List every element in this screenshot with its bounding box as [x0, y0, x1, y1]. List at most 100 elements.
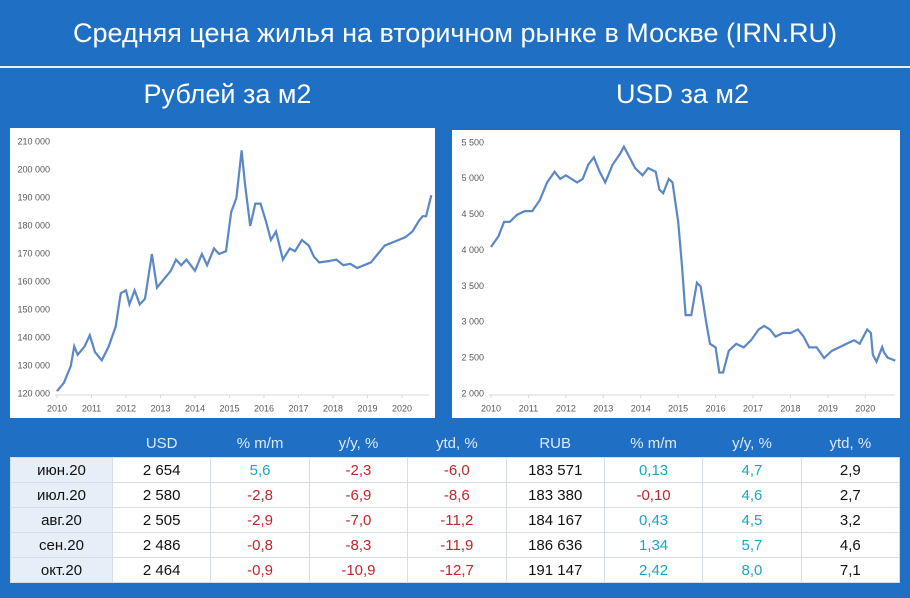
y-tick-label: 190 000 — [17, 192, 50, 202]
y-tick-label: 140 000 — [17, 332, 50, 342]
data-table: USD% m/m y/y, % ytd, % RUB% m/m y/y, % ytd, %… — [10, 430, 901, 583]
column-header: ytd, % — [407, 430, 506, 458]
x-tick-label: 2014 — [185, 403, 205, 413]
x-tick-label: 2019 — [357, 403, 377, 413]
x-tick-label: 2010 — [481, 403, 501, 413]
x-tick-label: 2011 — [82, 403, 101, 413]
table-cell: -11,9 — [407, 532, 507, 558]
x-tick-label: 2017 — [743, 403, 763, 413]
y-tick-label: 130 000 — [17, 360, 50, 370]
table-cell: -7,0 — [308, 507, 409, 533]
row-label: июл.20 — [10, 482, 113, 508]
table-cell: 4,6 — [800, 532, 901, 558]
y-tick-label: 2 500 — [461, 353, 484, 363]
table-row: июл.20 2 580 -2,8 -6,9 -8,6 183 380 -0,10 4,6 2,… — [10, 482, 901, 508]
chart-panel — [10, 128, 435, 418]
charts: 120 000 130 000 140 000 150 000 160 000 170 0… — [10, 128, 900, 418]
column-header: RUB — [506, 430, 605, 458]
table-cell: 2 580 — [111, 482, 212, 508]
y-tick-label: 200 000 — [17, 164, 50, 174]
table-cell: 2 464 — [111, 557, 212, 583]
column-header: ytd, % — [801, 430, 900, 458]
table-cell: -8,6 — [407, 482, 507, 508]
x-tick-label: 2014 — [631, 403, 651, 413]
x-tick-label: 2016 — [254, 403, 274, 413]
table-cell: -6,0 — [407, 457, 507, 483]
table-cell: 2,7 — [800, 482, 901, 508]
chart-title: USD за м2 — [616, 79, 749, 109]
table-cell: -0,10 — [603, 482, 704, 508]
x-tick-label: 2019 — [818, 403, 838, 413]
table-row: июн.20 2 654 5,6 -2,3 -6,0 183 571 0,13 4,7 2,9 — [10, 457, 901, 483]
table-row: сен.20 2 486 -0,8 -8,3 -11,9 186 636 1,34 5,7 4,… — [10, 532, 901, 558]
y-tick-label: 3 000 — [461, 317, 484, 327]
table-cell: 0,13 — [603, 457, 704, 483]
y-tick-label: 160 000 — [17, 276, 50, 286]
x-tick-label: 2010 — [47, 403, 67, 413]
column-header: % m/m — [210, 430, 310, 458]
table-cell: 0,43 — [603, 507, 704, 533]
table-cell: -0,8 — [210, 532, 310, 558]
table-cell: 2 654 — [111, 457, 212, 483]
table-cell: 3,2 — [800, 507, 901, 533]
table-cell: 5,7 — [702, 532, 802, 558]
table-cell: 8,0 — [702, 557, 802, 583]
row-label: сен.20 — [10, 532, 113, 558]
x-tick-label: 2013 — [150, 403, 170, 413]
y-tick-label: 120 000 — [17, 388, 50, 398]
y-tick-label: 210 000 — [17, 136, 50, 146]
x-tick-label: 2016 — [706, 403, 726, 413]
x-tick-label: 2017 — [288, 403, 308, 413]
page-title: Средняя цена жилья на вторичном рынке в … — [0, 0, 910, 68]
table-cell: 183 380 — [505, 482, 605, 508]
corner — [10, 430, 113, 458]
table-cell: 2,9 — [800, 457, 901, 483]
row-label: июн.20 — [10, 457, 113, 483]
table-cell: 2 505 — [111, 507, 212, 533]
x-tick-label: 2013 — [593, 403, 613, 413]
table-cell: 2,42 — [603, 557, 704, 583]
x-tick-label: 2011 — [519, 403, 538, 413]
row-label: окт.20 — [10, 557, 113, 583]
chart-title: Рублей за м2 — [143, 79, 312, 109]
table-cell: 191 147 — [505, 557, 605, 583]
line-series — [56, 150, 433, 392]
x-tick-label: 2018 — [780, 403, 800, 413]
table-cell: -10,9 — [308, 557, 409, 583]
table-cell: -6,9 — [308, 482, 409, 508]
row-label: авг.20 — [10, 507, 113, 533]
table-cell: -2,9 — [210, 507, 310, 533]
x-tick-label: 2015 — [668, 403, 688, 413]
column-header: % m/m — [604, 430, 703, 458]
y-tick-label: 5 500 — [461, 137, 484, 147]
y-tick-label: 5 000 — [461, 173, 484, 183]
table-cell: -0,9 — [210, 557, 310, 583]
table-cell: 5,6 — [210, 457, 310, 483]
table-cell: 2 486 — [111, 532, 212, 558]
table-cell: 4,6 — [702, 482, 802, 508]
x-tick-label: 2015 — [219, 403, 239, 413]
table-cell: -12,7 — [407, 557, 507, 583]
column-header: USD — [112, 430, 211, 458]
x-tick-label: 2018 — [323, 403, 343, 413]
y-tick-label: 4 000 — [461, 245, 484, 255]
x-tick-label: 2012 — [556, 403, 576, 413]
y-tick-label: 150 000 — [17, 304, 50, 314]
table-row: авг.20 2 505 -2,9 -7,0 -11,2 184 167 0,43 4,5 3,… — [10, 507, 901, 533]
column-header: y/y, % — [309, 430, 408, 458]
line-series — [490, 144, 896, 374]
y-tick-label: 4 500 — [461, 209, 484, 219]
table-cell: 4,5 — [702, 507, 802, 533]
y-tick-label: 3 500 — [461, 281, 484, 291]
table-cell: -2,3 — [308, 457, 409, 483]
column-header: y/y, % — [702, 430, 802, 458]
table-cell: -8,3 — [308, 532, 409, 558]
table-cell: -2,8 — [210, 482, 310, 508]
table-cell: 7,1 — [800, 557, 901, 583]
x-tick-label: 2012 — [116, 403, 136, 413]
y-tick-label: 170 000 — [17, 248, 50, 258]
table-row: окт.20 2 464 -0,9 -10,9 -12,7 191 147 2,42 8,0 7… — [10, 557, 901, 583]
table-cell: 4,7 — [702, 457, 802, 483]
table-cell: 184 167 — [505, 507, 605, 533]
